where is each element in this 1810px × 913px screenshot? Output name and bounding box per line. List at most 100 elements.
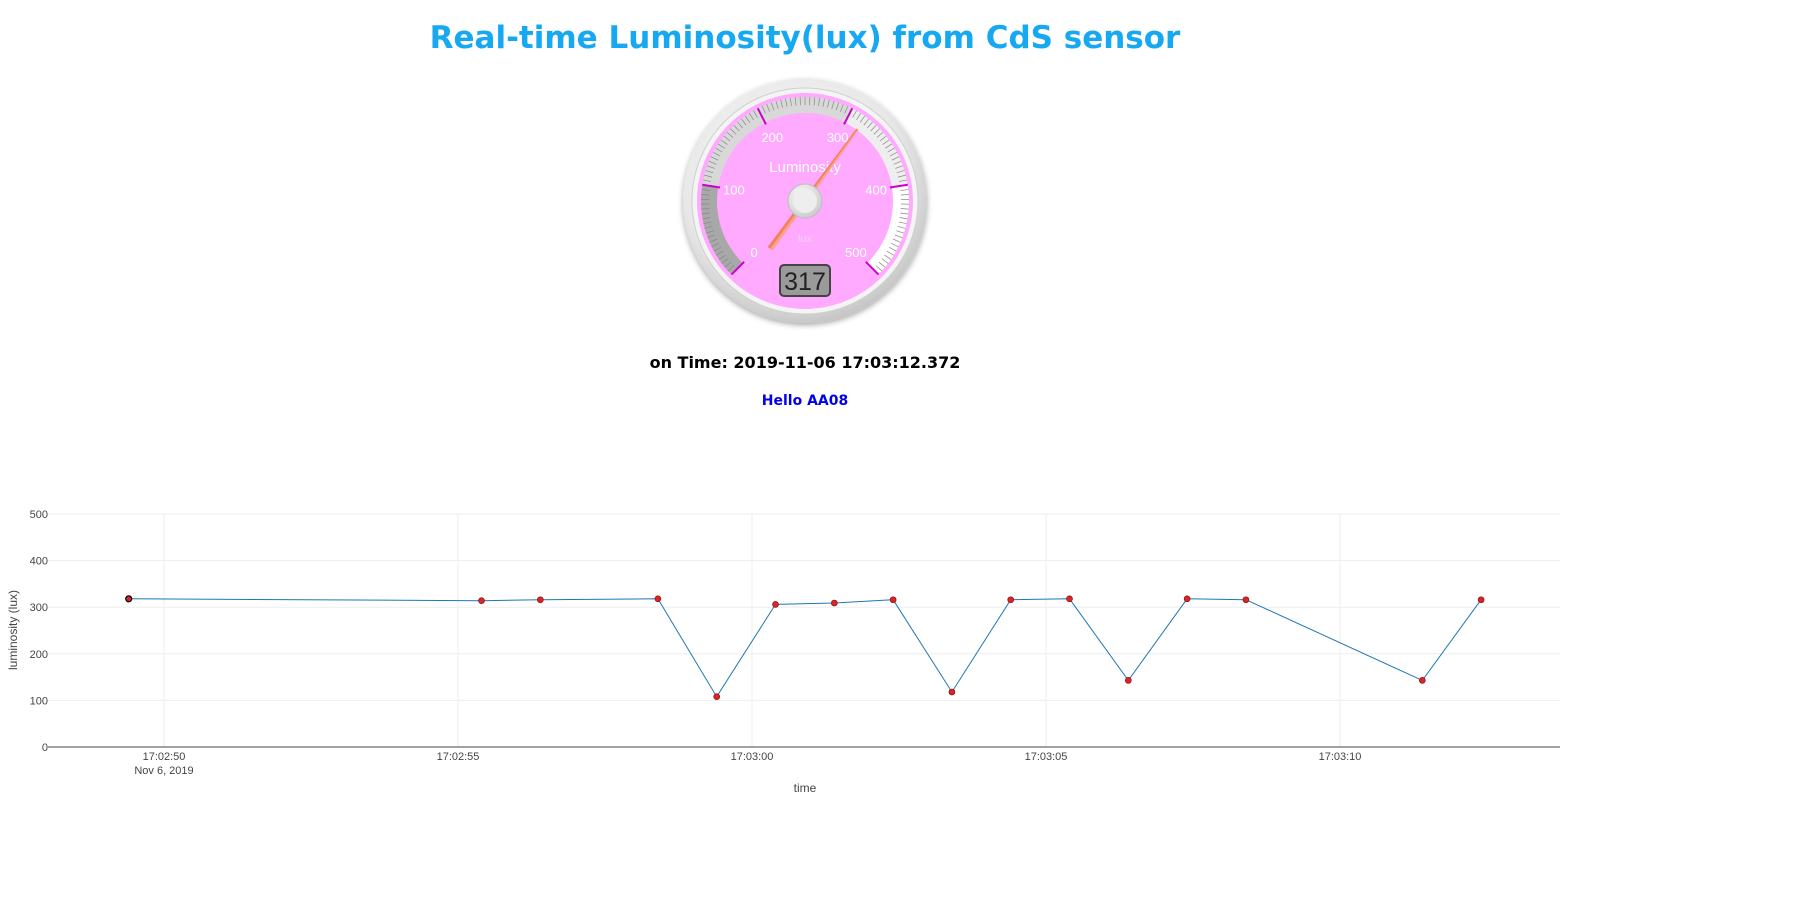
y-axis-ticks: 0 100 200 300 400 500 [30, 509, 48, 754]
gauge-major-tick [730, 261, 745, 276]
gauge-minor-tick [895, 165, 903, 169]
y-axis-label: luminosity (lux) [6, 590, 20, 670]
data-point [1066, 595, 1073, 603]
data-point [831, 599, 838, 607]
gauge-minor-tick [831, 101, 835, 109]
gauge-minor-tick [737, 121, 743, 129]
gauge-major-tick [889, 183, 908, 189]
data-point [537, 596, 544, 604]
data-point [1477, 596, 1485, 604]
gauge-minor-tick [887, 147, 895, 153]
gauge-minor-tick [744, 115, 751, 123]
chart-grid [48, 513, 1560, 747]
gauge-minor-tick [882, 139, 890, 145]
gauge-minor-tick [705, 230, 714, 234]
gauge-minor-tick [875, 265, 883, 272]
gauge-minor-tick [789, 97, 792, 107]
gauge-minor-tick [840, 104, 844, 112]
y-tick-label: 0 [42, 742, 48, 754]
gauge-label-400: 400 [865, 183, 887, 198]
gauge-minor-tick [733, 124, 740, 132]
series-line [128, 598, 1482, 698]
gauge-minor-tick [748, 113, 754, 121]
data-point [889, 596, 897, 604]
gauge-minor-tick [870, 124, 877, 132]
last-update-time: on Time: 2019-11-06 17:03:12.372 [649, 353, 961, 372]
gauge-minor-tick [724, 261, 732, 268]
data-point [125, 595, 133, 603]
gauge-minor-tick [726, 131, 734, 138]
data-point [654, 595, 662, 603]
gauge-minor-tick [879, 135, 887, 142]
gauge-minor-tick [900, 212, 909, 215]
x-axis-ticks: 17:02:50 Nov 6, 2019 17:02:55 17:03:00 17:03… [134, 751, 1361, 777]
gauge-major-tick [843, 107, 854, 125]
gauge-minor-tick [701, 208, 710, 210]
gauge-value-box [779, 264, 831, 297]
y-tick-label: 400 [30, 556, 48, 568]
x-tick-label: 17:02:50 [143, 751, 186, 763]
gauge-minor-tick [885, 143, 893, 149]
gauge-minor-tick [873, 128, 880, 135]
gauge-minor-tick [727, 265, 735, 272]
gauge-minor-tick [835, 102, 840, 111]
gauge-minor-tick [775, 101, 779, 109]
y-tick-label: 100 [30, 695, 48, 707]
gauge-minor-tick [813, 97, 816, 106]
gauge-minor-tick [715, 147, 723, 153]
gauge-minor-tick [881, 258, 889, 264]
gauge-major-tick [756, 107, 767, 125]
gauge-minor-tick [718, 254, 726, 260]
gauge-tick-marks [701, 97, 909, 276]
gauge-minor-tick [818, 97, 821, 107]
gauge-label-100: 100 [723, 183, 745, 198]
gauge-minor-tick [899, 217, 908, 220]
x-tick-label: 17:03:00 [731, 751, 774, 763]
gauge-minor-tick [761, 106, 766, 114]
gauge-minor-tick [702, 217, 711, 220]
gauge-minor-tick [717, 143, 725, 149]
gauge-minor-tick [785, 98, 788, 107]
data-point [1183, 595, 1191, 603]
gauge-minor-tick [859, 115, 866, 123]
gauge-minor-tick [740, 118, 747, 126]
x-tick-date-label: Nov 6, 2019 [134, 765, 193, 777]
series-markers [125, 595, 1485, 700]
gauge-minor-tick [780, 99, 783, 108]
gauge-minor-tick [705, 170, 714, 174]
gauge-minor-tick [896, 230, 905, 234]
gauge-minor-tick [863, 118, 870, 126]
gauge-major-tick [702, 183, 721, 189]
gauge-minor-tick [898, 221, 907, 225]
luminosity-gauge: 0 100 200 300 400 500 Luminosity lux 317 [683, 79, 927, 323]
gauge-minor-tick [711, 242, 719, 248]
gauge-highlight-3 [867, 184, 909, 275]
gauge-minor-tick [867, 121, 873, 129]
data-point [1419, 677, 1426, 684]
gauge-minor-tick [878, 261, 886, 268]
gauge-minor-tick [701, 194, 710, 196]
gauge-minor-tick [707, 165, 715, 169]
x-tick-label: 17:03:10 [1319, 751, 1362, 763]
gauge-minor-tick [753, 110, 758, 118]
gauge-minor-tick [822, 98, 825, 107]
page-title: Real-time Luminosity(lux) from CdS senso… [429, 20, 1181, 56]
data-point [713, 693, 721, 700]
gauge-minor-tick [703, 221, 712, 225]
gauge-minor-tick [852, 110, 857, 118]
gauge-units: lux [798, 233, 813, 245]
x-axis-label: time [794, 781, 817, 795]
gauge-minor-tick [898, 179, 907, 182]
greeting-text: Hello AA08 [761, 393, 849, 409]
gauge-minor-tick [876, 131, 884, 138]
gauge-minor-tick [707, 234, 716, 239]
x-tick-label: 17:02:55 [437, 751, 480, 763]
gauge-minor-tick [709, 238, 718, 243]
y-tick-label: 500 [30, 509, 48, 521]
gauge-minor-tick [770, 102, 775, 111]
gauge-minor-tick [703, 179, 712, 182]
gauge-value-display: 317 [784, 268, 826, 296]
y-tick-label: 200 [30, 649, 48, 661]
data-point [772, 601, 779, 608]
data-point [1125, 677, 1132, 684]
